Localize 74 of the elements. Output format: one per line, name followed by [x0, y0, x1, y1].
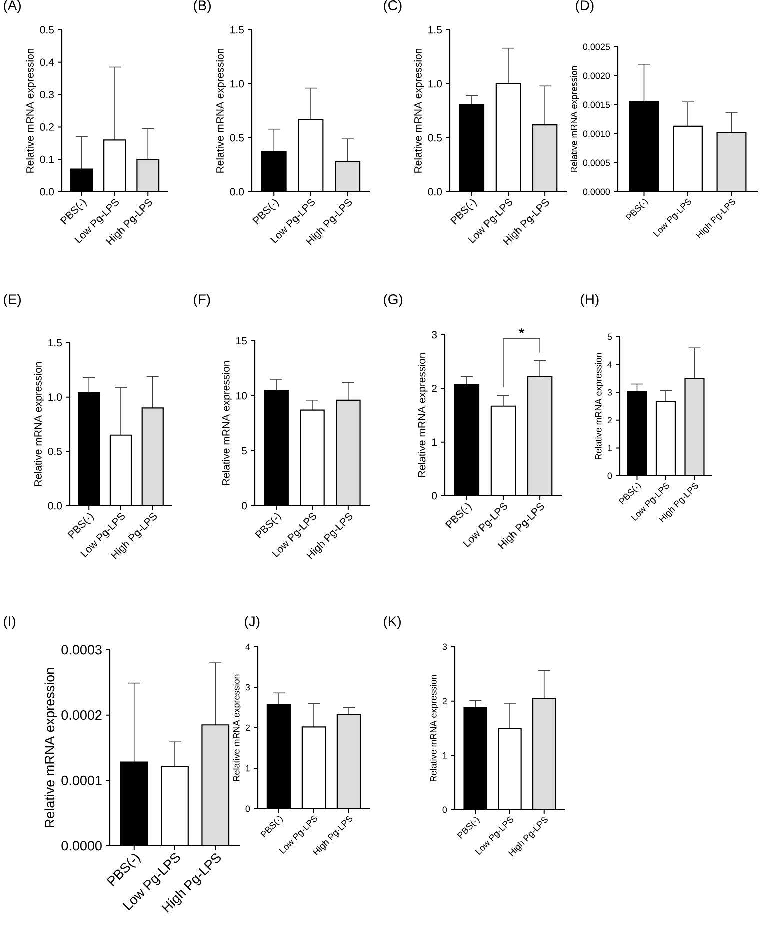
- y-tick-label: 0.0002: [62, 710, 102, 720]
- y-tick-label: 0.0: [40, 188, 54, 196]
- y-axis-title: Relative mRNA expression: [44, 668, 58, 828]
- y-tick-label: 0.3: [40, 91, 54, 99]
- y-tick-label: 0.0: [48, 502, 62, 510]
- y-axis-title: Relative mRNA expression: [414, 48, 424, 173]
- chart-title: (C): [384, 0, 402, 14]
- y-tick-label: 0.5: [40, 26, 54, 34]
- y-axis-title: Relative mRNA expression: [595, 353, 604, 460]
- y-tick-label: 3: [246, 684, 250, 691]
- y-tick-label: 3: [608, 389, 612, 396]
- y-tick-label: 0: [442, 806, 448, 814]
- y-tick-label: 0.0015: [583, 102, 610, 108]
- y-axis-title: Relative mRNA expression: [222, 361, 232, 486]
- chart-title: (J): [245, 616, 260, 630]
- y-tick-label: 2: [442, 698, 448, 704]
- y-tick-label: 0.0005: [583, 160, 610, 166]
- y-tick-label: 1.5: [48, 339, 62, 347]
- y-tick-label: 0.2: [40, 123, 54, 131]
- y-tick-label: 0: [246, 806, 250, 812]
- y-axis-title: Relative mRNA expression: [26, 48, 36, 173]
- y-axis-title: Relative mRNA expression: [233, 674, 242, 782]
- y-tick-label: 0.0003: [62, 645, 102, 655]
- text: *: [519, 328, 524, 334]
- y-tick-label: 1.0: [428, 80, 442, 88]
- y-tick-label: 1: [246, 765, 250, 772]
- y-tick-label: 3: [432, 331, 437, 339]
- y-tick-label: 1: [432, 438, 437, 446]
- y-axis-title: Relative mRNA expression: [34, 362, 44, 486]
- y-tick-label: 0.4: [40, 58, 54, 66]
- y-axis-title: Relative mRNA expression: [570, 66, 580, 173]
- chart-title: (E): [4, 294, 21, 308]
- y-tick-label: 0.1: [40, 156, 54, 164]
- chart-title: (G): [384, 294, 403, 308]
- chart-title: (A): [4, 0, 21, 14]
- y-tick-label: 0.5: [230, 134, 244, 142]
- y-tick-label: 0.0: [428, 188, 442, 196]
- y-tick-label: 0.5: [48, 448, 62, 456]
- y-tick-label: 0.0010: [583, 130, 610, 138]
- y-tick-label: 0.0000: [583, 188, 610, 196]
- y-tick-label: 0.0020: [583, 72, 610, 80]
- y-tick-label: 4: [246, 644, 250, 650]
- y-tick-label: 1.0: [230, 80, 244, 88]
- y-axis-title: Relative mRNA expression: [430, 675, 439, 782]
- y-tick-label: 0.0000: [62, 841, 102, 851]
- y-tick-label: 0.0: [230, 188, 244, 196]
- y-tick-label: 3: [442, 644, 448, 650]
- y-tick-label: 0.0001: [62, 776, 102, 786]
- y-axis-title: Relative mRNA expression: [216, 48, 226, 173]
- y-tick-label: 1.5: [428, 26, 442, 34]
- y-tick-label: 4: [608, 362, 612, 368]
- y-tick-label: 0: [432, 492, 438, 500]
- y-tick-label: 0: [608, 472, 612, 480]
- y-tick-label: 15: [236, 337, 248, 345]
- y-tick-label: 0.5: [428, 134, 442, 142]
- y-tick-label: 1.0: [48, 394, 62, 402]
- y-tick-label: 5: [608, 334, 612, 340]
- chart-title: (H): [581, 294, 599, 308]
- chart-title: (B): [194, 0, 211, 14]
- y-tick-label: 1: [443, 752, 448, 759]
- chart-title: (D): [576, 0, 594, 14]
- y-tick-label: 10: [236, 392, 248, 400]
- y-tick-label: 0: [242, 502, 248, 510]
- y-tick-label: 5: [242, 447, 248, 455]
- y-tick-label: 1.5: [230, 26, 244, 34]
- chart-title: (I): [4, 616, 16, 630]
- y-axis-title: Relative mRNA expression: [418, 353, 428, 478]
- y-tick-label: 2: [608, 417, 612, 424]
- y-tick-label: 2: [246, 724, 250, 732]
- y-tick-label: 2: [432, 385, 437, 392]
- y-tick-label: 0.0025: [583, 44, 610, 50]
- y-tick-label: 1: [608, 445, 612, 452]
- chart-title: (K): [384, 616, 401, 630]
- chart-title: (F): [194, 294, 210, 308]
